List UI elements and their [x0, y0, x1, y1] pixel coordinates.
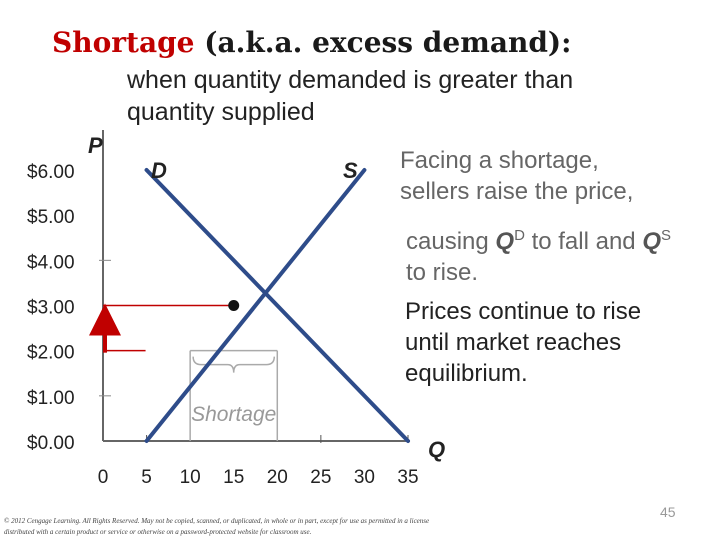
title-rest: (a.k.a. excess demand): — [194, 26, 572, 59]
x-tick-label: 5 — [141, 467, 152, 488]
x-tick-label: 15 — [223, 467, 244, 488]
annotation-q: Q — [642, 228, 661, 255]
supply-label: S — [343, 158, 358, 183]
shortage-label: Shortage — [191, 403, 276, 426]
x-tick-label: 10 — [180, 467, 201, 488]
curve-d — [144, 168, 410, 443]
x-tick-label: 20 — [267, 467, 288, 488]
y-tick-label: $3.00 — [27, 298, 75, 319]
x-tick-label: 30 — [354, 467, 375, 488]
y-axis-label: P — [88, 133, 103, 158]
y-tick-label: $5.00 — [27, 207, 75, 228]
annotation-sup: S — [661, 227, 672, 244]
annotation-raise-price: Facing a shortage, sellers raise the pri… — [400, 147, 634, 205]
y-tick-label: $1.00 — [27, 388, 75, 409]
copyright-footer: © 2012 Cengage Learning. All Rights Rese… — [4, 517, 430, 536]
page-number: 45 — [660, 504, 676, 520]
slide-title: Shortage (a.k.a. excess demand): — [52, 26, 572, 59]
annotation-text: to fall and — [524, 228, 643, 255]
annotation-q: Q — [495, 228, 515, 255]
x-tick-label: 35 — [397, 467, 418, 488]
y-tick-label: $6.00 — [27, 162, 75, 183]
slide-subtitle: when quantity demanded is greater than q… — [127, 66, 574, 126]
y-tick-label: $0.00 — [27, 433, 75, 454]
annotation-equilibrium: Prices continue to rise until market rea… — [405, 298, 642, 387]
annotation-sup: D — [514, 227, 525, 244]
annotation-text: to rise. — [406, 259, 479, 286]
x-tick-label: 25 — [310, 467, 331, 488]
y-tick-label: $4.00 — [27, 252, 75, 273]
x-tick-label: 0 — [98, 467, 109, 488]
title-highlight: Shortage — [52, 26, 195, 59]
curve-s — [144, 168, 367, 443]
annotation-quantities: causing QD to fall and QS to rise. — [406, 220, 676, 288]
equilibrium-point — [228, 300, 240, 311]
demand-label: D — [151, 158, 167, 183]
y-tick-label: $2.00 — [27, 343, 75, 364]
annotation-text: causing — [406, 228, 496, 255]
x-axis-label: Q — [428, 437, 445, 462]
